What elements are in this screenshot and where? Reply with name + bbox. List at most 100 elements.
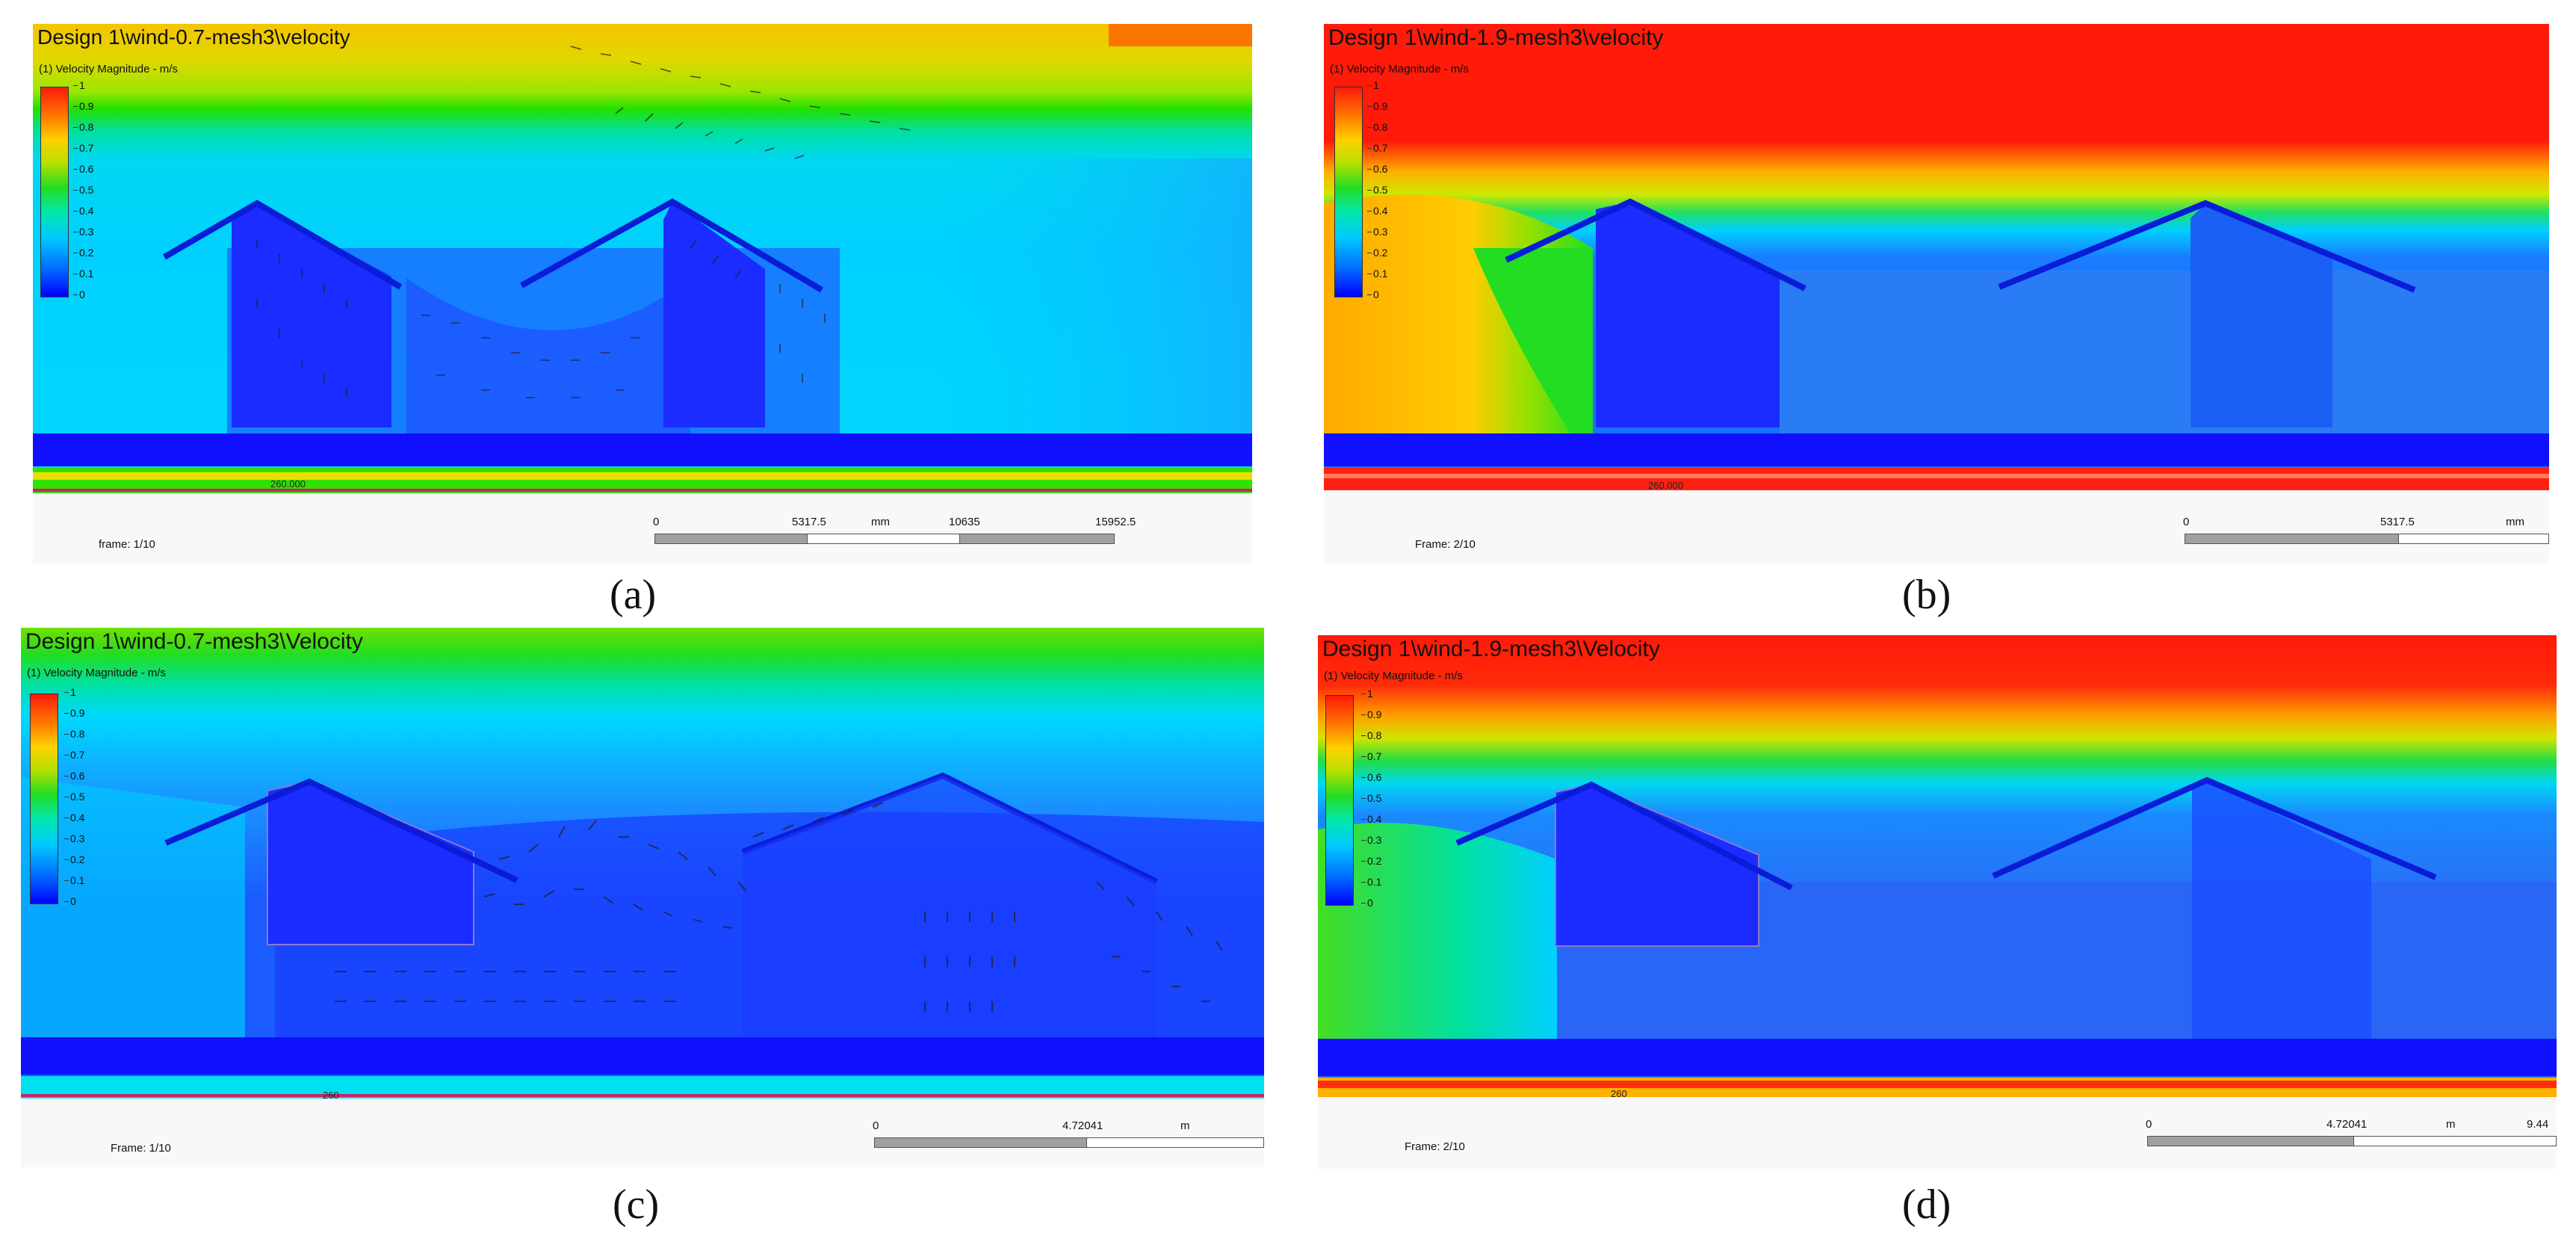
caption-b: (b) bbox=[1902, 572, 1951, 618]
house-1-c bbox=[267, 780, 474, 945]
scale-label: 9.44 bbox=[2527, 1118, 2549, 1131]
legend-title-b: (1) Velocity Magnitude - m/s bbox=[1330, 63, 1469, 75]
cb-tick: 0 bbox=[73, 288, 85, 300]
cb-tick: 0.3 bbox=[1366, 226, 1388, 238]
house-1-b bbox=[1596, 202, 1780, 427]
colorbar-d bbox=[1325, 695, 1354, 906]
cb-tick: 0 bbox=[64, 895, 76, 907]
house-1-roof-b bbox=[1505, 198, 1806, 291]
colorbar-ticks-a: 1 0.9 0.8 0.7 0.6 0.5 0.4 0.3 0.2 0.1 0 bbox=[72, 79, 124, 303]
scale-bar-c: 0 4.72041 m bbox=[873, 1119, 1264, 1148]
colorbar-c bbox=[30, 693, 58, 904]
velocity-vectors-c bbox=[335, 802, 1223, 1012]
house-2-roof-a bbox=[520, 198, 824, 293]
scale-label: 10635 bbox=[949, 516, 980, 528]
cb-tick: 0.8 bbox=[1360, 729, 1382, 741]
cb-tick: 0.5 bbox=[1366, 184, 1388, 196]
cb-tick: 0.1 bbox=[72, 268, 94, 279]
house-1-roof-a bbox=[162, 200, 403, 290]
house-1-d bbox=[1555, 783, 1759, 947]
scale-label: 5317.5 bbox=[792, 516, 826, 528]
panel-a: Design 1\wind-0.7-mesh3\velocity (1) Vel… bbox=[33, 24, 1252, 563]
cb-tick: 0.1 bbox=[1366, 268, 1388, 279]
ground-marker-a: 260.000 bbox=[270, 478, 306, 489]
cb-tick: 0.4 bbox=[64, 812, 85, 824]
velocity-field-d bbox=[1318, 635, 2557, 1169]
cb-tick: 0.6 bbox=[64, 770, 85, 782]
cb-tick: 0.9 bbox=[1366, 100, 1388, 112]
frame-counter-c: Frame: 1/10 bbox=[111, 1142, 171, 1155]
velocity-field-c bbox=[21, 628, 1264, 1167]
scale-label: mm bbox=[2506, 516, 2524, 528]
house-1-roof-d bbox=[1455, 781, 1793, 891]
panel-c: Design 1\wind-0.7-mesh3\Velocity (1) Vel… bbox=[21, 628, 1264, 1167]
scale-label: m bbox=[2446, 1118, 2456, 1131]
cb-tick: 0.6 bbox=[1366, 163, 1388, 175]
cb-tick: 0.2 bbox=[72, 247, 94, 259]
scale-label: 5317.5 bbox=[2380, 516, 2415, 528]
velocity-vectors-a bbox=[256, 46, 911, 398]
cb-tick: 0.1 bbox=[64, 874, 85, 886]
scale-label: 4.72041 bbox=[2326, 1118, 2368, 1131]
cb-tick: 0.8 bbox=[1366, 121, 1388, 133]
cb-tick: 0.3 bbox=[1360, 834, 1382, 846]
house-2-roof-b bbox=[1998, 200, 2416, 293]
legend-title-c: (1) Velocity Magnitude - m/s bbox=[27, 667, 166, 679]
frame-counter-d: Frame: 2/10 bbox=[1405, 1140, 1465, 1153]
house-2-d bbox=[2192, 780, 2371, 1039]
cb-tick: 0.7 bbox=[72, 142, 94, 154]
cb-tick: 0.7 bbox=[64, 749, 85, 761]
house-2-roof-d bbox=[1992, 776, 2437, 880]
cb-tick: 0.4 bbox=[72, 205, 94, 217]
colorbar-a bbox=[40, 87, 69, 297]
cb-tick: 1 bbox=[64, 686, 76, 698]
panel-d: Design 1\wind-1.9-mesh3\Velocity (1) Vel… bbox=[1318, 635, 2557, 1169]
scale-label: 0 bbox=[873, 1119, 879, 1132]
frame-counter-a: frame: 1/10 bbox=[99, 538, 155, 551]
cb-tick: 0.8 bbox=[64, 728, 85, 740]
scale-label: 0 bbox=[653, 516, 660, 528]
velocity-field-b bbox=[1324, 24, 2549, 563]
house-2-c bbox=[743, 776, 1157, 1037]
cb-tick: 0.4 bbox=[1360, 813, 1382, 825]
ground-marker-b: 260.000 bbox=[1648, 480, 1683, 491]
cb-tick: 0.7 bbox=[1360, 750, 1382, 762]
cb-tick: 0.9 bbox=[64, 707, 85, 719]
cb-tick: 0.2 bbox=[64, 853, 85, 865]
scale-bar-d: 0 4.72041 m 9.44 bbox=[2146, 1118, 2557, 1146]
scale-bar-a: 0 5317.5 mm 10635 15952.5 bbox=[653, 516, 1136, 544]
cb-tick: 0.2 bbox=[1360, 855, 1382, 867]
caption-a: (a) bbox=[610, 572, 657, 618]
cb-tick: 0.5 bbox=[64, 791, 85, 803]
panel-title-d: Design 1\wind-1.9-mesh3\Velocity bbox=[1322, 637, 1660, 661]
ground-marker-d: 260 bbox=[1611, 1088, 1627, 1099]
scale-label: mm bbox=[871, 516, 890, 528]
cb-tick: 0.4 bbox=[1366, 205, 1388, 217]
cb-tick: 0.9 bbox=[72, 100, 94, 112]
cb-tick: 0 bbox=[1361, 897, 1373, 909]
cb-tick: 0.5 bbox=[1360, 792, 1382, 804]
ground-marker-c: 260 bbox=[323, 1090, 339, 1101]
caption-d: (d) bbox=[1902, 1181, 1951, 1228]
colorbar-ticks-b: 1 0.9 0.8 0.7 0.6 0.5 0.4 0.3 0.2 0.1 0 bbox=[1366, 79, 1418, 303]
cb-tick: 0.3 bbox=[64, 832, 85, 844]
colorbar-ticks-d: 1 0.9 0.8 0.7 0.6 0.5 0.4 0.3 0.2 0.1 0 bbox=[1360, 688, 1412, 912]
cb-tick: 0.6 bbox=[72, 163, 94, 175]
frame-counter-b: Frame: 2/10 bbox=[1415, 538, 1476, 551]
scale-label: 4.72041 bbox=[1062, 1119, 1103, 1132]
house-2-a bbox=[663, 202, 765, 427]
cb-tick: 0 bbox=[1367, 288, 1379, 300]
cb-tick: 0.3 bbox=[72, 226, 94, 238]
legend-title-d: (1) Velocity Magnitude - m/s bbox=[1324, 670, 1463, 682]
cb-tick: 0.7 bbox=[1366, 142, 1388, 154]
cb-tick: 1 bbox=[1361, 688, 1373, 699]
house-2-b bbox=[2190, 203, 2332, 427]
scale-label: 0 bbox=[2183, 516, 2190, 528]
legend-title-a: (1) Velocity Magnitude - m/s bbox=[39, 63, 178, 75]
scale-label: 15952.5 bbox=[1095, 516, 1136, 528]
colorbar-ticks-c: 1 0.9 0.8 0.7 0.6 0.5 0.4 0.3 0.2 0.1 0 bbox=[64, 686, 115, 910]
cb-tick: 0.8 bbox=[72, 121, 94, 133]
scale-label: 0 bbox=[2146, 1118, 2152, 1131]
cb-tick: 1 bbox=[73, 79, 85, 91]
panel-b: Design 1\wind-1.9-mesh3\velocity (1) Vel… bbox=[1324, 24, 2549, 563]
